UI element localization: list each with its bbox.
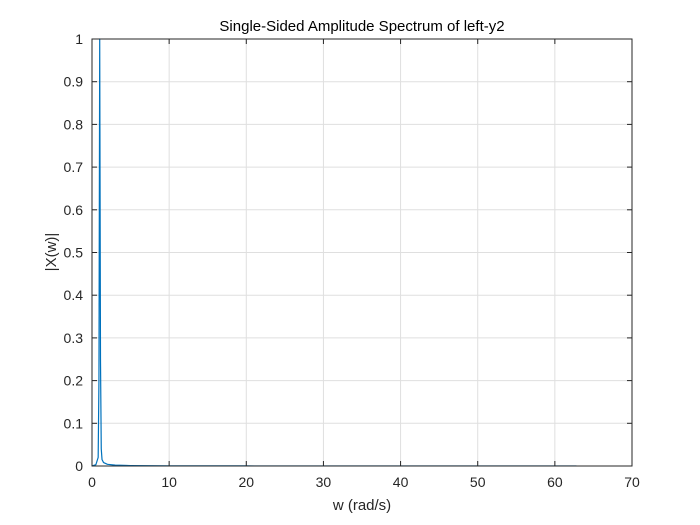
- y-tick-label: 0.6: [64, 202, 84, 218]
- ticks: 0 10 20 30 40 50 60 70 0 0.1 0.2 0.3 0.4 0.5 0.6 0.7 0.8…: [64, 31, 640, 490]
- x-tick-label: 50: [470, 474, 486, 490]
- y-tick-label: 0: [75, 458, 83, 474]
- x-tick-label: 40: [393, 474, 409, 490]
- x-tick-label: 20: [238, 474, 254, 490]
- y-tick-label: 0.1: [64, 415, 84, 431]
- y-axis-label: |X(w)|: [43, 233, 60, 272]
- y-tick-label: 0.4: [64, 287, 84, 303]
- y-tick-label: 0.9: [64, 74, 84, 90]
- x-tick-label: 0: [88, 474, 96, 490]
- x-tick-label: 60: [547, 474, 563, 490]
- y-tick-label: 0.8: [64, 116, 84, 132]
- y-tick-label: 1: [75, 31, 83, 47]
- x-tick-label: 30: [316, 474, 332, 490]
- y-tick-label: 0.5: [64, 245, 84, 261]
- plot-area: 0 10 20 30 40 50 60 70 0 0.1 0.2 0.3 0.4 0.5 0.6 0.7 0.8…: [64, 31, 640, 490]
- grid: [92, 39, 632, 466]
- y-tick-label: 0.2: [64, 373, 84, 389]
- x-tick-label: 10: [161, 474, 177, 490]
- chart-title: Single-Sided Amplitude Spectrum of left-…: [219, 18, 504, 35]
- x-tick-label: 70: [624, 474, 640, 490]
- y-tick-label: 0.7: [64, 159, 84, 175]
- y-tick-label: 0.3: [64, 330, 84, 346]
- x-axis-label: w (rad/s): [332, 497, 391, 514]
